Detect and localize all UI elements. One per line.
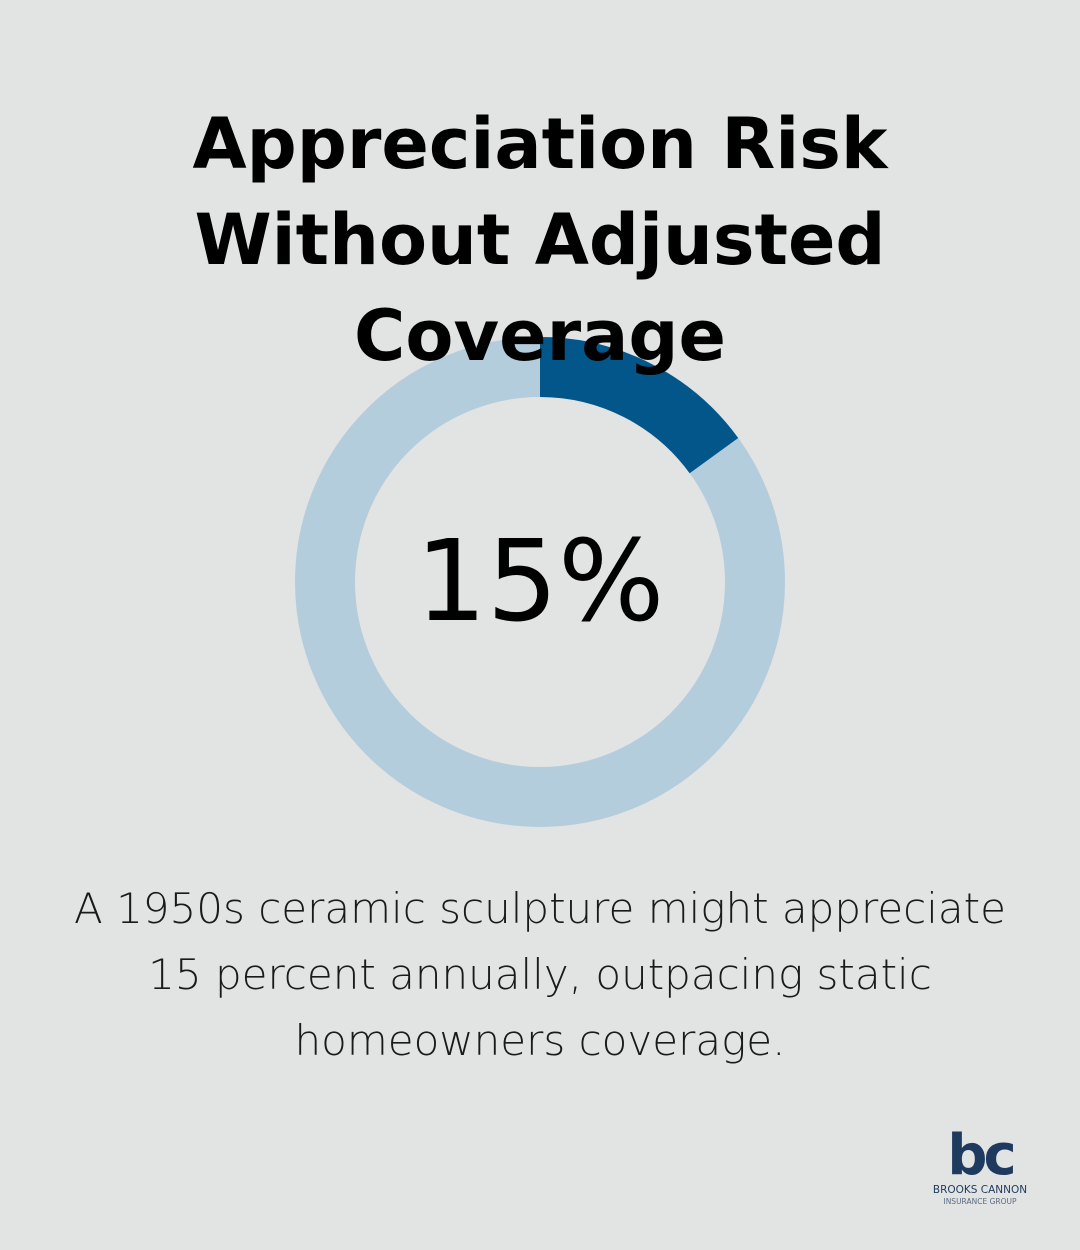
logo: bc BROOKS CANNON INSURANCE GROUP	[915, 1128, 1045, 1207]
logo-mark: bc	[947, 1123, 1016, 1188]
chart-title: Appreciation Risk Without Adjusted Cover…	[192, 103, 888, 377]
donut-segment	[539, 337, 739, 474]
logo-tagline: INSURANCE GROUP	[943, 1197, 1017, 1206]
value-label: 15%	[416, 517, 665, 647]
logo-name: BROOKS CANNON	[932, 1184, 1028, 1196]
caption: A 1950s ceramic sculpture might apprecia…	[74, 884, 1006, 1065]
